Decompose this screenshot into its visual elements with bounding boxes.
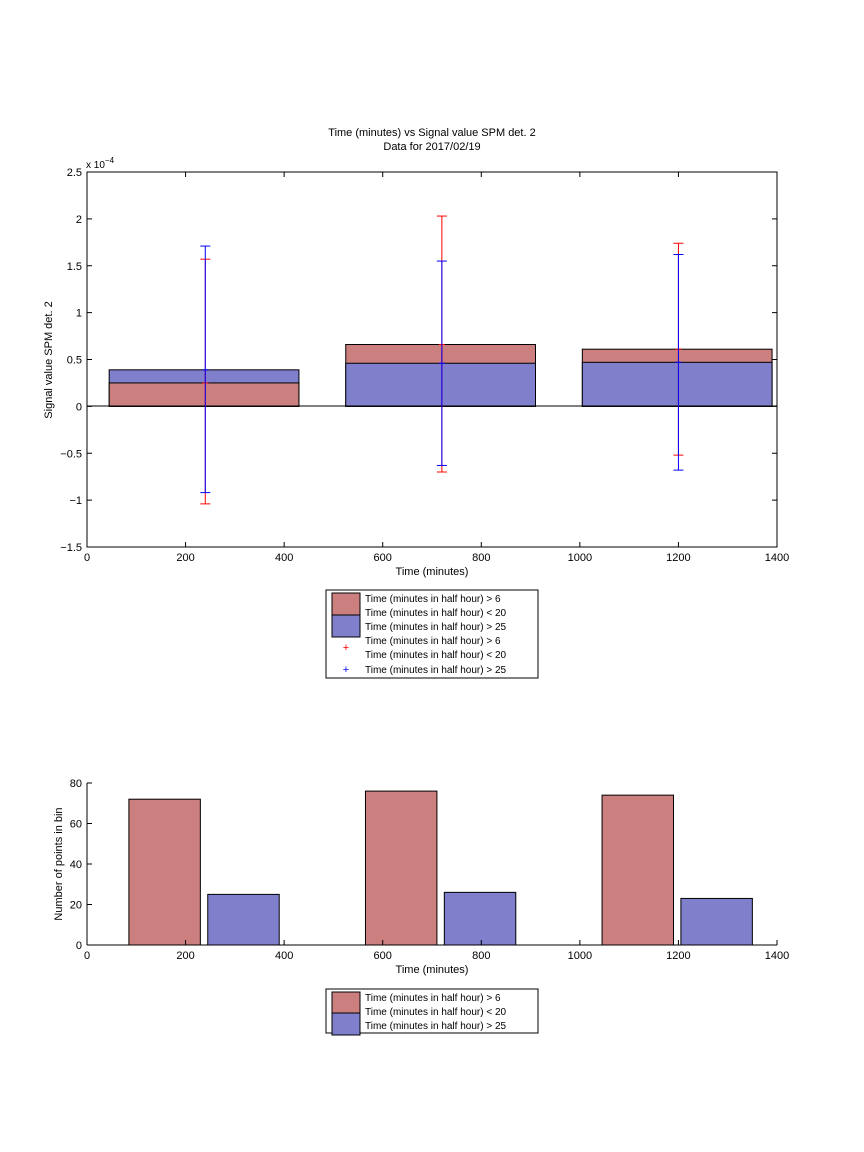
legend-swatch-high xyxy=(331,614,361,638)
count-bars xyxy=(128,790,753,946)
legend-marker-label-low-line1: Time (minutes in half hour) > 6 xyxy=(365,636,501,647)
legend-swatch-high xyxy=(331,1012,361,1036)
x-tick-label: 800 xyxy=(472,552,490,564)
signal-axes: 0 200 400 600 800 1000 1200 1400 −1.5 −1 −0.5 0 0.5 1… xyxy=(60,167,789,564)
x-tick-label: 0 xyxy=(84,950,90,962)
x-tick-label: 200 xyxy=(176,552,194,564)
count-bar xyxy=(680,897,753,946)
x-tick-label: 1400 xyxy=(765,552,789,564)
x-tick-label: 800 xyxy=(472,950,490,962)
x-axis-label: Time (minutes) xyxy=(396,566,469,578)
legend-swatch-low xyxy=(331,592,361,616)
y-axis-label: Number of points in bin xyxy=(53,807,65,920)
count-bar xyxy=(601,794,674,946)
signal-chart: Time (minutes) vs Signal value SPM det. … xyxy=(43,127,789,679)
y-tick-label: 1.5 xyxy=(67,261,82,273)
y-tick-label: 60 xyxy=(70,819,82,831)
y-axis-label: Signal value SPM det. 2 xyxy=(43,301,55,418)
y-tick-label: 0.5 xyxy=(67,355,82,367)
y-tick-label: 1 xyxy=(76,308,82,320)
y-tick-label: 0 xyxy=(76,940,82,952)
signal-bars xyxy=(108,344,773,407)
y-tick-label: 2.5 xyxy=(67,167,82,179)
signal-bar xyxy=(581,361,773,407)
signal-bar xyxy=(108,382,300,407)
x-tick-label: 400 xyxy=(275,950,293,962)
legend-label-low-line2: Time (minutes in half hour) < 20 xyxy=(365,608,507,619)
legend-label-low-line2: Time (minutes in half hour) < 20 xyxy=(365,1007,507,1018)
y-tick-label: −0.5 xyxy=(60,448,82,460)
chart-title: Time (minutes) vs Signal value SPM det. … xyxy=(328,127,535,139)
legend-marker-blue: + xyxy=(343,664,349,676)
x-tick-label: 600 xyxy=(374,950,392,962)
count-legend: Time (minutes in half hour) > 6 Time (mi… xyxy=(325,988,539,1036)
x-axis-label: Time (minutes) xyxy=(396,964,469,976)
signal-bar xyxy=(345,362,536,407)
y-tick-label: 40 xyxy=(70,859,82,871)
x-tick-label: 1000 xyxy=(568,950,592,962)
count-chart: 0 200 400 600 800 1000 1200 1400 0 20 40 60 80 Time … xyxy=(53,778,789,1036)
y-tick-label: 20 xyxy=(70,900,82,912)
legend-box xyxy=(325,988,539,1034)
legend-label-low-line1: Time (minutes in half hour) > 6 xyxy=(365,594,501,605)
count-bar xyxy=(364,790,438,946)
x-tick-label: 200 xyxy=(176,950,194,962)
x-tick-label: 1200 xyxy=(666,552,690,564)
legend-box xyxy=(325,589,539,679)
x-tick-label: 1200 xyxy=(666,950,690,962)
legend-label-low-line1: Time (minutes in half hour) > 6 xyxy=(365,993,501,1004)
count-bar xyxy=(128,798,201,946)
y-exponent-label: x 10−4 xyxy=(86,156,115,171)
count-bar xyxy=(443,891,517,946)
x-tick-label: 0 xyxy=(84,552,90,564)
legend-marker-red: + xyxy=(343,642,349,654)
y-tick-label: 80 xyxy=(70,778,82,790)
count-bar xyxy=(207,893,280,946)
count-axes: 0 200 400 600 800 1000 1200 1400 0 20 40 60 80 xyxy=(70,778,789,962)
x-tick-label: 1400 xyxy=(765,950,789,962)
y-tick-label: −1.5 xyxy=(60,542,82,554)
y-tick-label: 2 xyxy=(76,214,82,226)
error-bars xyxy=(200,215,684,505)
legend-label-high: Time (minutes in half hour) > 25 xyxy=(365,1021,507,1032)
x-tick-label: 600 xyxy=(374,552,392,564)
x-tick-label: 1000 xyxy=(568,552,592,564)
legend-swatch-low xyxy=(331,991,361,1015)
y-tick-label: 0 xyxy=(76,401,82,413)
signal-legend: Time (minutes in half hour) > 6 Time (mi… xyxy=(325,589,539,679)
y-tick-label: −1 xyxy=(69,495,82,507)
legend-marker-label-low-line2: Time (minutes in half hour) < 20 xyxy=(365,650,507,661)
x-tick-label: 400 xyxy=(275,552,293,564)
chart-subtitle: Data for 2017/02/19 xyxy=(383,141,480,153)
legend-marker-label-high: Time (minutes in half hour) > 25 xyxy=(365,665,507,676)
legend-label-high: Time (minutes in half hour) > 25 xyxy=(365,622,507,633)
